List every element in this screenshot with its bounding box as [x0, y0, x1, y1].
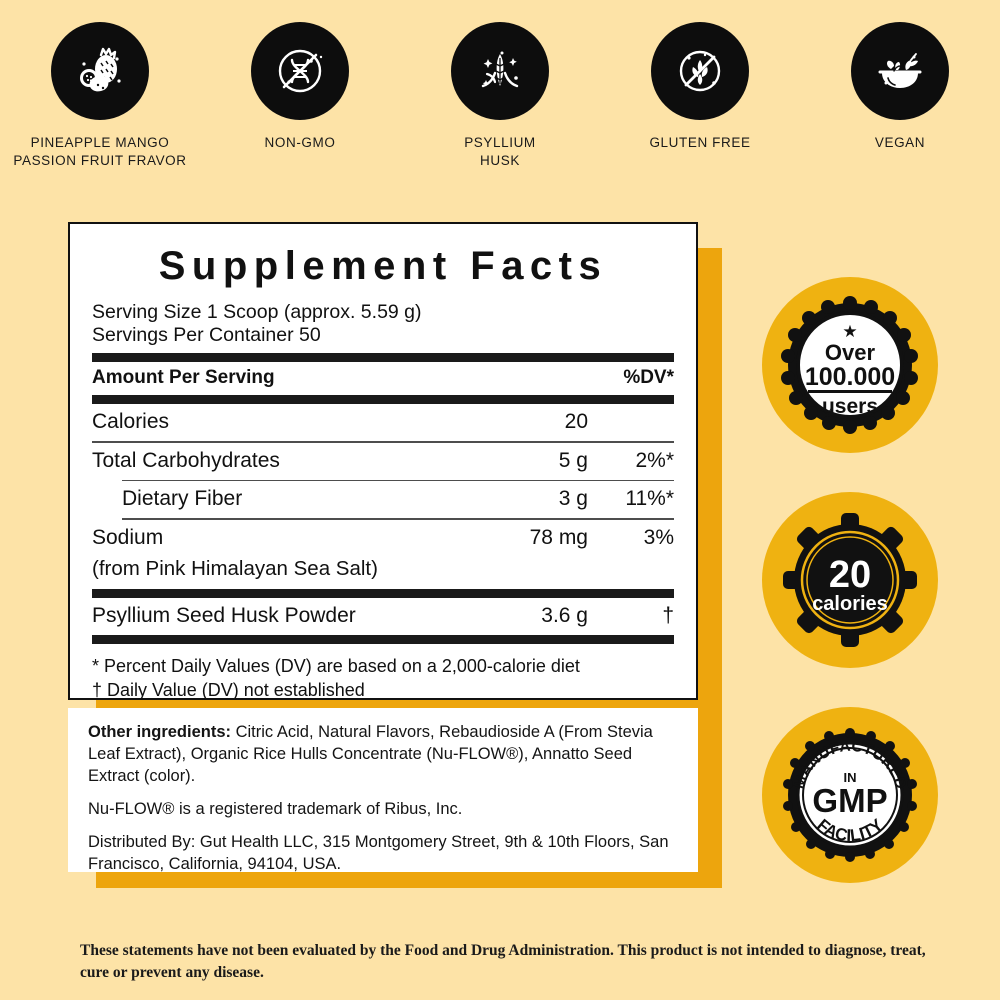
badge-non-gmo: NON-GMO [210, 22, 390, 152]
table-row: Calories 20 [92, 404, 674, 441]
seal-disc-users: ★ Over 100.000 users [762, 277, 938, 453]
row-calories-dv [588, 404, 674, 441]
divider-thin-1 [92, 441, 674, 443]
row-psyllium-dv: † [662, 603, 674, 627]
seal-disc-calories: 20 calories [762, 492, 938, 668]
gmp-badge-icon: MANUFACTURED IN GMP FACILITY [783, 728, 917, 862]
divider-thick-top [92, 353, 674, 363]
badge-vegan: VEGAN [810, 22, 990, 152]
pineapple-mango-passionfruit-icon [51, 22, 149, 120]
seal-gmp-acronym: GMP [812, 782, 887, 819]
seal-star: ★ [842, 322, 857, 342]
row-carbs-amount: 5 g [558, 448, 588, 472]
users-badge-icon: ★ Over 100.000 users [781, 296, 918, 434]
badge-gluten-free: GLUTEN FREE [610, 22, 790, 152]
row-sodium-amount: 78 mg [529, 525, 588, 549]
divider-thick-header [92, 395, 674, 405]
non-gmo-dna-icon [251, 22, 349, 120]
trademark-note: Nu-FLOW® is a registered trademark of Ri… [88, 799, 463, 818]
table-row: Dietary Fiber 3 g 11%* [92, 481, 674, 518]
calories-badge-icon: 20 calories [783, 513, 917, 647]
nutrition-rows-carbs: Total Carbohydrates 5 g 2%* [92, 443, 674, 480]
other-ingredients-text: Citric Acid, Natural Flavors, Rebaudiosi… [88, 723, 653, 785]
nutrition-rows-sodium: Sodium 78 mg 3% (from Pink Himalayan Sea… [92, 520, 674, 587]
table-row: Sodium 78 mg 3% [92, 520, 674, 557]
row-carbs-name: Total Carbohydrates [92, 448, 280, 472]
row-sodium-dv: 3% [643, 525, 674, 549]
row-calories-name: Calories [92, 410, 170, 434]
footnote-daily-values: * Percent Daily Values (DV) are based on… [92, 655, 580, 676]
amount-per-serving-label: Amount Per Serving [92, 367, 275, 389]
seal-users-line2: 100.000 [805, 363, 895, 391]
badge-gluten-free-label: GLUTEN FREE [649, 135, 751, 150]
seal-disc-gmp: MANUFACTURED IN GMP FACILITY [762, 707, 938, 883]
row-calories-amount: 20 [564, 410, 588, 434]
divider-thin-2 [122, 479, 674, 482]
other-ingredients-label: Other ingredients: [88, 723, 232, 741]
psyllium-husk-wheat-icon [451, 22, 549, 120]
divider-thick-blend-bottom [92, 634, 674, 644]
divider-thin-3 [122, 518, 674, 520]
serving-size: Serving Size 1 Scoop (approx. 5.59 g) [92, 301, 422, 323]
row-psyllium-name: Psyllium Seed Husk Powder [92, 603, 356, 627]
divider-thick-blend-top [92, 588, 674, 598]
row-fiber-amount: 3 g [558, 487, 588, 511]
table-row-subnote: (from Pink Himalayan Sea Salt) [92, 557, 674, 587]
badge-flavor-label: PINEAPPLE MANGO PASSION FRUIT FRAVOR [13, 135, 187, 168]
badge-non-gmo-label: NON-GMO [264, 135, 336, 150]
badge-vegan-label: VEGAN [874, 135, 926, 150]
gluten-free-icon [651, 22, 749, 120]
badge-flavor: PINEAPPLE MANGO PASSION FRUIT FRAVOR [10, 22, 190, 170]
row-sodium-name: Sodium [92, 525, 164, 549]
seal-20-calories: 20 calories [755, 485, 945, 675]
table-row: Psyllium Seed Husk Powder 3.6 g † [92, 598, 674, 635]
seal-users-line1: Over [825, 340, 876, 365]
row-fiber-name: Dietary Fiber [122, 487, 243, 511]
ingredients-card: Other ingredients: Citric Acid, Natural … [68, 708, 698, 873]
badge-psyllium-husk: PSYLLIUM HUSK [410, 22, 590, 170]
vegan-bowl-icon [851, 22, 949, 120]
row-sodium-subnote: (from Pink Himalayan Sea Salt) [92, 556, 378, 580]
page-title: Supplement Facts [158, 244, 608, 288]
supplement-facts-card: Supplement Facts Serving Size 1 Scoop (a… [68, 222, 698, 700]
fda-disclaimer: These statements have not been evaluated… [80, 942, 926, 982]
seal-calories-unit: calories [812, 593, 888, 615]
row-carbs-dv: 2%* [635, 448, 674, 472]
row-psyllium-amount: 3.6 g [541, 603, 588, 627]
table-header-row: Amount Per Serving %DV* [92, 362, 674, 395]
seal-calories-number: 20 [829, 554, 871, 596]
footnote-dagger: † Daily Value (DV) not established [92, 679, 365, 700]
seal-users-line3: users [822, 395, 878, 418]
dv-header-label: %DV* [623, 367, 674, 389]
other-ingredients-paragraph: Other ingredients: Citric Acid, Natural … [88, 722, 678, 788]
seal-gmp-in: IN [844, 770, 857, 785]
nutrition-rows-blend: Psyllium Seed Husk Powder 3.6 g † [92, 598, 674, 635]
distributed-by-note: Distributed By: Gut Health LLC, 315 Mont… [88, 832, 669, 873]
certification-badge-row: PINEAPPLE MANGO PASSION FRUIT FRAVOR NON-… [0, 22, 1000, 170]
row-fiber-dv: 11%* [625, 487, 674, 511]
nutrition-table: Amount Per Serving %DV* [92, 362, 674, 395]
seal-gmp-facility: MANUFACTURED IN GMP FACILITY [755, 700, 945, 890]
nutrition-rows: Calories 20 [92, 404, 674, 441]
table-row: Total Carbohydrates 5 g 2%* [92, 443, 674, 480]
servings-per-container: Servings Per Container 50 [92, 323, 321, 346]
seal-over-100000-users: ★ Over 100.000 users [755, 270, 945, 460]
badge-psyllium-husk-label: PSYLLIUM HUSK [464, 135, 536, 168]
nutrition-rows-fiber: Dietary Fiber 3 g 11%* [92, 481, 674, 518]
header-spacer [470, 362, 588, 395]
